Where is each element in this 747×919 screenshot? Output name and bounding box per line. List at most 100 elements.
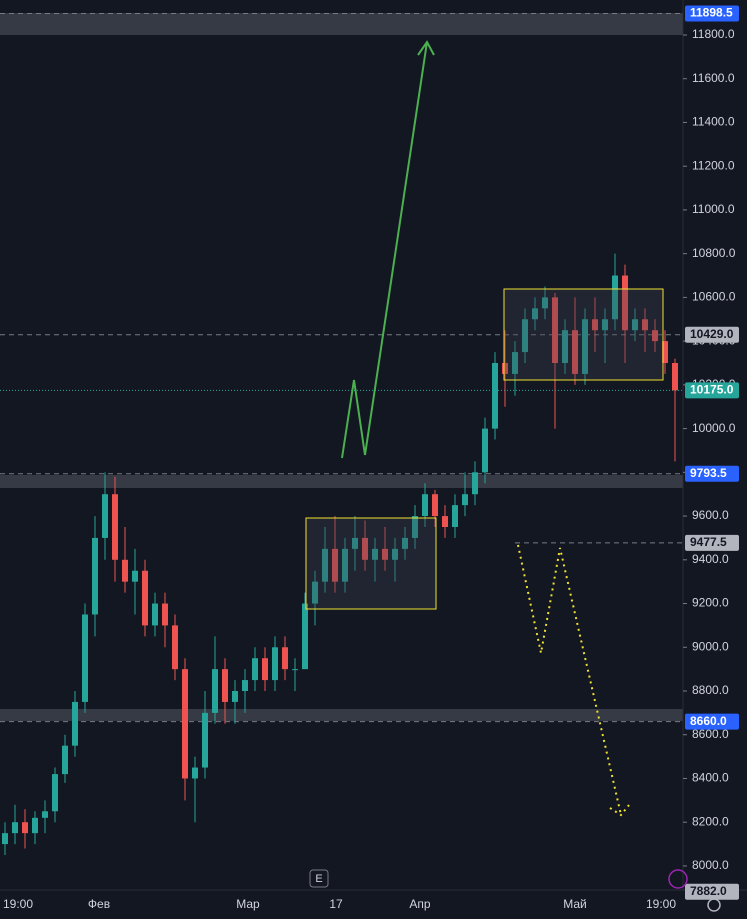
- y-tick-label: 10800.0: [692, 246, 736, 260]
- flash-icon[interactable]: [668, 869, 688, 889]
- candle-body: [182, 669, 188, 779]
- x-tick-label: 19:00: [3, 897, 33, 911]
- candle-body: [2, 833, 8, 845]
- y-tick-label: 11000.0: [692, 202, 735, 216]
- price-label-bg: [685, 713, 739, 730]
- price-label: 9477.5: [690, 535, 727, 549]
- price-label: 10429.0: [690, 327, 734, 341]
- candle-body: [192, 767, 198, 779]
- candle-body: [502, 362, 508, 374]
- candle-body: [642, 319, 648, 331]
- candle-body: [362, 537, 368, 560]
- candle-body: [592, 319, 598, 331]
- arrow-head: [417, 40, 435, 56]
- y-tick-label: 11800.0: [692, 27, 735, 41]
- x-tick-label: Май: [563, 897, 587, 911]
- candle-body: [42, 811, 48, 818]
- price-label: 8660.0: [690, 714, 727, 728]
- candle-body: [412, 516, 418, 538]
- candle-body: [452, 505, 458, 528]
- zone: [0, 13, 683, 35]
- candle-body: [382, 548, 388, 560]
- y-tick-label: 9400.0: [692, 552, 729, 566]
- price-label-bg: [685, 883, 739, 900]
- candle-body: [232, 691, 238, 702]
- candle-body: [672, 362, 678, 391]
- price-label-bg: [685, 5, 739, 22]
- candle-body: [162, 603, 168, 626]
- y-tick-label: 10000.0: [692, 421, 736, 435]
- candle-body: [582, 319, 588, 374]
- events-badge[interactable]: E: [315, 873, 322, 885]
- x-tick-label: Фев: [88, 897, 110, 911]
- candle-body: [562, 330, 568, 363]
- candle-body: [492, 362, 498, 429]
- candle-body: [552, 297, 558, 363]
- candle-body: [202, 712, 208, 768]
- candle-body: [82, 614, 88, 702]
- candle-body: [422, 494, 428, 517]
- price-label-bg: [685, 382, 739, 399]
- candle-body: [102, 494, 108, 538]
- y-tick-label: 8200.0: [692, 814, 729, 828]
- candle-body: [372, 548, 378, 560]
- y-tick-label: 9000.0: [692, 639, 729, 653]
- candle-body: [472, 472, 478, 495]
- settings-icon[interactable]: [707, 898, 721, 912]
- candle-body: [462, 494, 468, 506]
- candle-body: [172, 625, 178, 670]
- candle-body: [92, 537, 98, 615]
- price-label-bg: [685, 326, 739, 343]
- events-badge-box[interactable]: [309, 869, 329, 888]
- candle-body: [152, 603, 158, 626]
- candle-body: [62, 745, 68, 775]
- price-label: 10175.0: [690, 383, 734, 397]
- candle-body: [242, 680, 248, 692]
- candle-body: [252, 658, 258, 681]
- candle-body: [662, 341, 668, 363]
- candle-body: [432, 494, 438, 517]
- forecast-down: [517, 544, 622, 816]
- candle-body: [522, 319, 528, 353]
- candle-body: [572, 330, 578, 374]
- candle-body: [612, 275, 618, 320]
- candle-body: [392, 548, 398, 560]
- y-tick-label: 8600.0: [692, 727, 729, 741]
- price-label: 9793.5: [690, 466, 727, 480]
- candle-body: [602, 319, 608, 331]
- price-label: 11898.5: [690, 6, 733, 20]
- candle-body: [72, 701, 78, 746]
- candle-body: [512, 352, 518, 374]
- x-tick-label: Апр: [409, 897, 431, 911]
- range-box: [503, 288, 664, 381]
- candle-body: [132, 570, 138, 582]
- y-tick-label: 11200.0: [692, 158, 735, 172]
- zone: [0, 475, 683, 488]
- candle-body: [352, 537, 358, 549]
- zones: [0, 13, 683, 721]
- candle-body: [532, 308, 538, 320]
- price-axis: [683, 0, 747, 890]
- x-tick-label: 19:00: [646, 897, 676, 911]
- y-tick-label: 8000.0: [692, 858, 729, 872]
- x-tick-label: Мар: [236, 897, 260, 911]
- candle-body: [32, 817, 38, 834]
- candle-body: [292, 669, 298, 671]
- candle-body: [312, 581, 318, 604]
- candle-body: [112, 494, 118, 560]
- price-label-bg: [685, 465, 739, 482]
- zone: [0, 709, 683, 721]
- y-tick-label: 9200.0: [692, 596, 729, 610]
- candle-body: [122, 559, 128, 582]
- candle-body: [222, 669, 228, 702]
- y-tick-label: 8400.0: [692, 771, 729, 785]
- x-tick-label: 17: [329, 897, 343, 911]
- candle-body: [332, 548, 338, 582]
- candle-body: [622, 275, 628, 331]
- arrow-head: [609, 804, 630, 817]
- price-label: 7882.0: [690, 884, 727, 898]
- forecast-up: [341, 41, 428, 459]
